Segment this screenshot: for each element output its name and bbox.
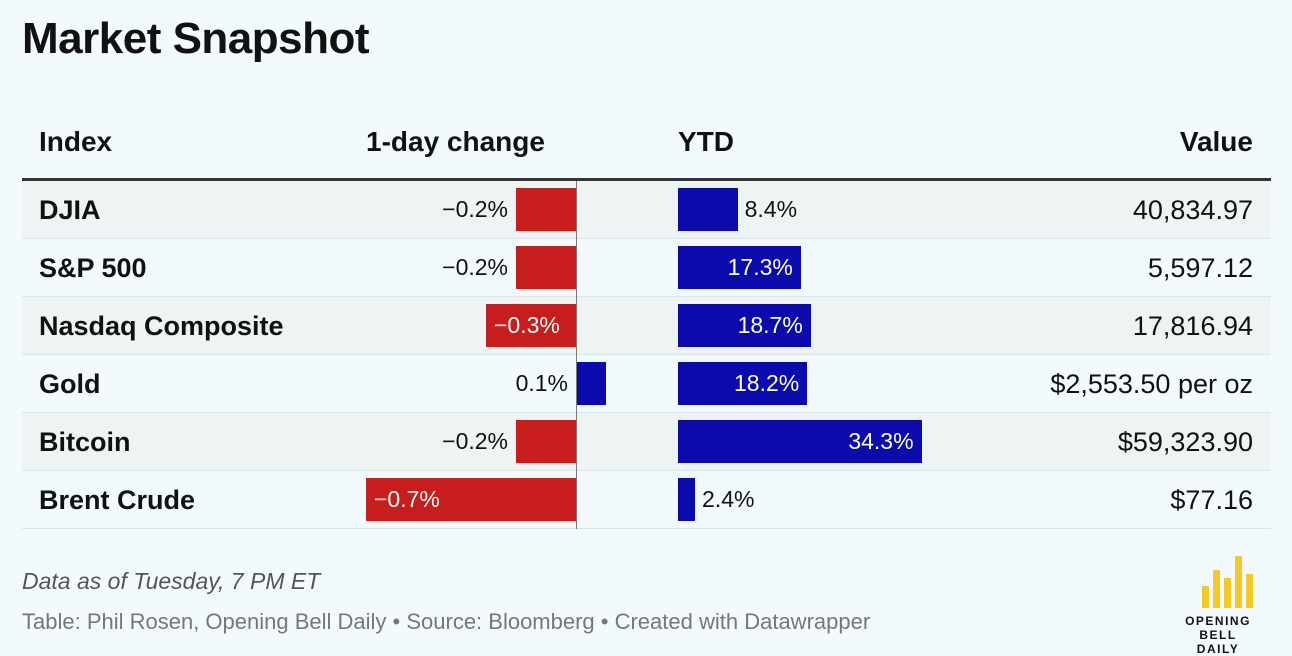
market-table: Index 1-day change YTD Value DJIA −0.2% 8.… bbox=[22, 118, 1271, 529]
table-body: DJIA −0.2% 8.4% 40,834.97 S&P 500 −0.2% 17.3% 5… bbox=[22, 181, 1271, 529]
ytd-bar bbox=[678, 246, 801, 289]
ytd-label: 34.3% bbox=[848, 428, 914, 454]
row-index-name: Bitcoin bbox=[39, 427, 131, 457]
ytd-label: 2.4% bbox=[702, 486, 755, 512]
change-label: −0.3% bbox=[494, 312, 560, 338]
page-title: Market Snapshot bbox=[22, 14, 370, 63]
change-label: −0.2% bbox=[442, 196, 508, 222]
row-value: $59,323.90 bbox=[1117, 427, 1253, 457]
table-row: Gold 0.1% 18.2% $2,553.50 per oz bbox=[22, 355, 1271, 413]
opening-bell-logo: OPENING BELL DAILY bbox=[1168, 556, 1268, 656]
ytd-bar bbox=[678, 188, 738, 231]
change-bar bbox=[516, 246, 576, 289]
logo-line-2: DAILY bbox=[1196, 642, 1240, 656]
table-header: Index 1-day change YTD Value bbox=[22, 118, 1271, 181]
header-change: 1-day change bbox=[366, 126, 545, 157]
ytd-label: 18.7% bbox=[737, 312, 803, 338]
ytd-bar bbox=[678, 478, 696, 521]
change-label: −0.7% bbox=[374, 486, 440, 512]
row-value: 40,834.97 bbox=[1132, 195, 1253, 225]
change-label: −0.2% bbox=[442, 428, 508, 454]
logo-line-1: OPENING BELL bbox=[1185, 614, 1251, 642]
change-bar bbox=[516, 420, 576, 463]
table-row: Brent Crude −0.7% 2.4% $77.16 bbox=[22, 471, 1271, 529]
table-row: Nasdaq Composite −0.3% 18.7% 17,816.94 bbox=[22, 297, 1271, 355]
row-index-name: Gold bbox=[39, 369, 101, 399]
header-value: Value bbox=[1179, 126, 1253, 157]
header-index: Index bbox=[39, 126, 113, 157]
ytd-label: 18.2% bbox=[734, 370, 800, 396]
table-row: DJIA −0.2% 8.4% 40,834.97 bbox=[22, 181, 1271, 239]
ytd-label: 8.4% bbox=[744, 196, 798, 222]
ytd-bar bbox=[678, 362, 808, 405]
row-index-name: S&P 500 bbox=[39, 253, 147, 283]
row-index-name: DJIA bbox=[39, 195, 101, 225]
table-row: Bitcoin −0.2% 34.3% $59,323.90 bbox=[22, 413, 1271, 471]
change-bar bbox=[366, 478, 576, 521]
change-bar bbox=[576, 362, 606, 405]
ytd-bar bbox=[678, 420, 922, 463]
change-label: 0.1% bbox=[515, 370, 568, 396]
bar-chart-icon bbox=[1202, 556, 1262, 608]
change-label: −0.2% bbox=[442, 254, 508, 280]
ytd-bar bbox=[678, 304, 811, 347]
header-ytd: YTD bbox=[678, 126, 734, 157]
row-value: 5,597.12 bbox=[1147, 253, 1253, 283]
row-value: $2,553.50 per oz bbox=[1050, 369, 1253, 399]
source-credit: Table: Phil Rosen, Opening Bell Daily • … bbox=[22, 609, 871, 634]
row-index-name: Brent Crude bbox=[39, 485, 196, 515]
data-note: Data as of Tuesday, 7 PM ET bbox=[22, 568, 321, 594]
change-bar bbox=[486, 304, 576, 347]
ytd-label: 17.3% bbox=[727, 254, 793, 280]
row-value: 17,816.94 bbox=[1132, 311, 1253, 341]
row-index-name: Nasdaq Composite bbox=[39, 311, 284, 341]
change-bar bbox=[516, 188, 576, 231]
change-zero-axis bbox=[576, 181, 577, 529]
row-value: $77.16 bbox=[1170, 485, 1253, 515]
table-row: S&P 500 −0.2% 17.3% 5,597.12 bbox=[22, 239, 1271, 297]
